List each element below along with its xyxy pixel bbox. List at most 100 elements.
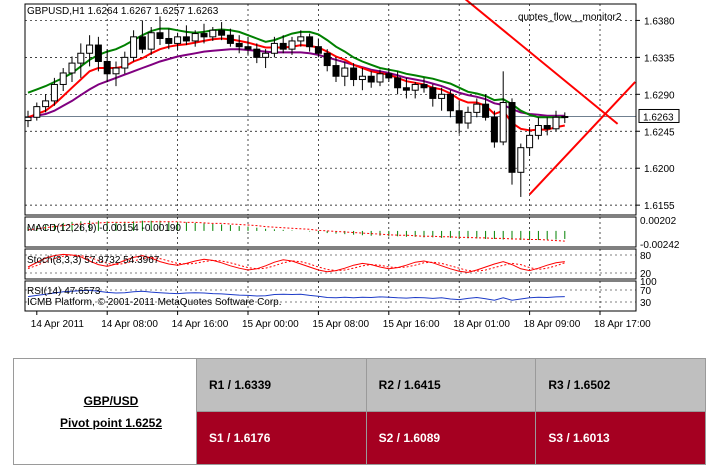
x-tick-label: 18 Apr 09:00 <box>524 319 581 330</box>
candle-body <box>244 46 252 50</box>
candle-body <box>323 52 331 67</box>
y-tick-label: 1.6335 <box>644 53 675 64</box>
stoch-main-line <box>27 253 565 273</box>
candle-body <box>235 42 243 48</box>
candle-body <box>446 93 454 112</box>
candle-body <box>165 37 173 44</box>
candle-body <box>288 40 296 50</box>
pivot-pair-cell: GBP/USD Pivot point 1.6252 <box>13 358 197 465</box>
candle-body <box>218 29 226 36</box>
chart-title: GBPUSD,H1 1.6264 1.6267 1.6257 1.6263 <box>27 6 219 17</box>
candle-body <box>130 36 138 58</box>
stoch-label: Stoch(8,3,3) 57.8732 54.3967 <box>27 255 160 266</box>
candle-body <box>376 73 384 83</box>
candle-body <box>411 83 419 91</box>
x-tick-label: 14 Apr 16:00 <box>172 319 229 330</box>
y-tick-label: 1.6155 <box>644 201 675 212</box>
rsi-line <box>27 289 565 301</box>
trend-line <box>464 0 619 125</box>
candle-body <box>156 32 164 39</box>
rsi-label: RSI(14) 47.6573 <box>27 286 101 297</box>
candle-body <box>499 102 507 143</box>
candle-body <box>429 87 437 99</box>
pair-name: GBP/USD <box>83 393 139 408</box>
candle-body <box>394 77 402 89</box>
candle-body <box>253 48 261 58</box>
rsi-tick-label: 100 <box>640 277 657 288</box>
candle-body <box>482 103 490 118</box>
stoch-signal-line <box>27 254 565 272</box>
candle-body <box>455 110 463 124</box>
candle-body <box>112 67 120 75</box>
candle-body <box>147 32 155 50</box>
pivot-point: Pivot point 1.6252 <box>59 415 163 430</box>
candle-body <box>438 93 446 99</box>
macd-pane-frame <box>24 216 637 248</box>
candle-body <box>350 67 358 81</box>
candle-body <box>314 46 322 54</box>
candle-body <box>543 125 551 130</box>
stoch-pane-frame <box>24 248 637 280</box>
s1-cell: S1 / 1.6176 <box>196 411 367 465</box>
rsi-tick-label: 70 <box>640 286 652 297</box>
x-tick-label: 14 Apr 08:00 <box>101 319 158 330</box>
x-tick-label: 15 Apr 00:00 <box>242 319 299 330</box>
rsi-tick-label: 30 <box>640 298 652 309</box>
candle-body <box>561 115 569 118</box>
stoch-tick-label: 20 <box>640 269 652 280</box>
trend-line <box>528 81 636 196</box>
candle-body <box>182 36 190 42</box>
stoch-tick-label: 80 <box>640 251 652 262</box>
x-tick-label: 15 Apr 16:00 <box>383 319 440 330</box>
macd-signal-line <box>27 221 565 242</box>
candle-body <box>306 36 314 48</box>
candle-body <box>103 60 111 75</box>
candle-body <box>464 111 472 124</box>
candle-body <box>517 147 525 173</box>
candle-body <box>367 75 375 83</box>
r2-cell: R2 / 1.6415 <box>365 358 537 412</box>
s3-cell: S3 / 1.6013 <box>535 411 706 465</box>
candle-body <box>33 106 41 118</box>
x-tick-label: 18 Apr 17:00 <box>594 319 651 330</box>
candle-body <box>94 44 102 62</box>
y-tick-label: 1.6200 <box>644 164 675 175</box>
candle-body <box>24 116 32 122</box>
candle-body <box>121 56 129 69</box>
candle-body <box>191 33 199 42</box>
candle-body <box>297 36 305 42</box>
candle-body <box>68 62 76 74</box>
candle-body <box>552 116 560 130</box>
macd-label: MACD(12,26,9) -0.00154 -0.00190 <box>27 223 181 234</box>
price-chart: 14 Apr 2011 14 Apr 08:00 14 Apr 16:00 15 Ap… <box>24 0 680 330</box>
candle-body <box>262 52 270 58</box>
candle-body <box>534 125 542 136</box>
x-tick-label: 14 Apr 2011 <box>31 319 85 330</box>
r1-cell: R1 / 1.6339 <box>196 358 367 412</box>
candle-body <box>526 134 534 149</box>
candle-body <box>508 102 516 173</box>
rsi-pane-frame <box>24 280 637 312</box>
y-tick-label: 1.6245 <box>644 127 675 138</box>
current-price-label: 1.6263 <box>643 112 674 123</box>
candle-body <box>50 83 58 102</box>
candle-body <box>385 73 393 79</box>
candle-body <box>138 36 146 50</box>
candle-body <box>200 33 208 38</box>
r3-cell: R3 / 1.6502 <box>535 358 706 412</box>
y-tick-label: 1.6290 <box>644 90 675 101</box>
candle-body <box>332 65 340 77</box>
candle-body <box>402 87 410 91</box>
candle-body <box>270 42 278 54</box>
macd-tick-label: -0.00242 <box>640 240 680 251</box>
x-tick-label: 15 Apr 08:00 <box>312 319 369 330</box>
chart-watermark: quotes_flow__monitor2 <box>518 12 622 23</box>
s2-cell: S2 / 1.6089 <box>365 411 537 465</box>
candle-body <box>341 67 349 77</box>
candle-body <box>42 100 50 108</box>
platform-footer: ICMB Platform, © 2001-2011 MetaQuotes So… <box>27 297 282 308</box>
ma-purple-line <box>27 48 565 119</box>
candle-body <box>209 29 217 38</box>
candle-body <box>174 36 182 44</box>
candle-body <box>77 52 85 64</box>
